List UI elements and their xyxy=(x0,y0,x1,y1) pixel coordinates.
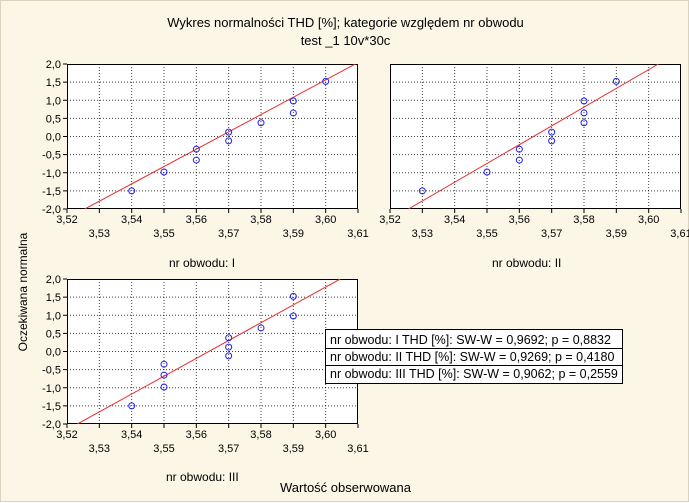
panel-1-xtick-label: 3,56 xyxy=(186,214,207,226)
panel-3-data-point xyxy=(257,324,265,332)
panel-3-xtick-label: 3,56 xyxy=(186,429,207,441)
panel-3-data-point xyxy=(160,383,168,391)
panel-1-data-point xyxy=(225,128,233,136)
stats-line-2: nr obwodu: II THD [%]: SW-W = 0,9269; p … xyxy=(326,348,622,365)
panel-1-ytick-label: 0,5 xyxy=(46,113,61,125)
stats-legend-box: nr obwodu: I THD [%]: SW-W = 0,9692; p =… xyxy=(325,329,623,384)
panel-1-xtick-label: 3,52 xyxy=(56,214,77,226)
panel-3-data-point xyxy=(225,334,233,342)
panel-3-ytick-label: -0,5 xyxy=(42,365,61,377)
panel-2-label: nr obwodu: II xyxy=(492,256,562,270)
panel-3-data-point xyxy=(128,402,136,410)
panel-3-ytick-label: -1,0 xyxy=(42,383,61,395)
panel-3-ytick-label: -2,0 xyxy=(42,419,61,431)
panel-1-xtick-label: 3,58 xyxy=(250,214,271,226)
panel-2-data-point xyxy=(515,156,523,164)
panel-3-ytick-label: 1,5 xyxy=(46,292,61,304)
chart-title: Wykres normalności THD [%]; kategorie wz… xyxy=(167,15,524,30)
panel-2-data-point xyxy=(580,109,588,117)
panel-3-data-point xyxy=(160,360,168,368)
plot-panel-2 xyxy=(390,64,681,209)
panel-2-xtick-label: 3,57 xyxy=(541,228,562,240)
panel-1-xtick-label: 3,60 xyxy=(315,214,336,226)
panel-1-data-point xyxy=(192,145,200,153)
panel-3-ytick-label: 2,0 xyxy=(46,274,61,286)
panel-3-data-point xyxy=(225,352,233,360)
panel-1-ytick-label: 0,0 xyxy=(46,132,61,144)
panel-1-data-point xyxy=(289,97,297,105)
panel-3-xtick-label: 3,54 xyxy=(121,429,142,441)
panel-3-data-point xyxy=(160,371,168,379)
panel-1-ytick-label: -0,5 xyxy=(42,150,61,162)
panel-3-xtick-label: 3,55 xyxy=(153,443,174,455)
panel-1-ytick-label: -1,0 xyxy=(42,168,61,180)
panel-1-label: nr obwodu: I xyxy=(169,256,236,270)
chart-subtitle: test _1 10v*30c xyxy=(300,33,391,48)
panel-2-xtick-label: 3,55 xyxy=(476,228,497,240)
panel-1-data-point xyxy=(289,109,297,117)
panel-2-data-point xyxy=(612,77,620,85)
panel-1-ytick-label: 1,5 xyxy=(46,77,61,89)
panel-2-data-point xyxy=(483,168,491,176)
panel-3-xtick-label: 3,59 xyxy=(283,443,304,455)
panel-3-xtick-label: 3,58 xyxy=(250,429,271,441)
panel-1-ytick-label: 1,0 xyxy=(46,95,61,107)
panel-2-xtick-label: 3,58 xyxy=(573,214,594,226)
panel-1-xtick-label: 3,54 xyxy=(121,214,142,226)
panel-1-xtick-label: 3,59 xyxy=(283,228,304,240)
panel-3-fit-line xyxy=(77,279,341,424)
panel-2-fit-line xyxy=(408,64,659,209)
panel-2-data-point xyxy=(515,145,523,153)
panel-1-xtick-label: 3,55 xyxy=(153,228,174,240)
panel-3-ytick-label: 0,5 xyxy=(46,328,61,340)
panel-1-data-point xyxy=(322,77,330,85)
panel-3-ytick-label: 0,0 xyxy=(46,347,61,359)
panel-1-fit-line xyxy=(84,64,357,209)
panel-1-xtick-label: 3,57 xyxy=(218,228,239,240)
panel-2-data-point xyxy=(548,137,556,145)
panel-2-xtick-label: 3,61 xyxy=(670,228,689,240)
panel-3-ytick-label: -1,5 xyxy=(42,401,61,413)
panel-3-ytick-label: 1,0 xyxy=(46,310,61,322)
panel-2-xtick-label: 3,52 xyxy=(379,214,400,226)
panel-1-data-point xyxy=(225,137,233,145)
x-axis-label: Wartość obserwowana xyxy=(279,480,411,495)
panel-1-xtick-label: 3,53 xyxy=(89,228,110,240)
panel-3-xtick-label: 3,53 xyxy=(89,443,110,455)
panel-2-xtick-label: 3,53 xyxy=(412,228,433,240)
stats-line-1: nr obwodu: I THD [%]: SW-W = 0,9692; p =… xyxy=(330,333,611,347)
y-axis-label: Oczekiwana normalna xyxy=(16,232,30,352)
panel-2-xtick-label: 3,59 xyxy=(606,228,627,240)
panel-2-xtick-label: 3,54 xyxy=(444,214,465,226)
panel-3-data-point xyxy=(289,292,297,300)
panel-3-xtick-label: 3,57 xyxy=(218,443,239,455)
panel-2-xtick-label: 3,56 xyxy=(509,214,530,226)
panel-3-xtick-label: 3,61 xyxy=(347,443,368,455)
panel-1-xtick-label: 3,61 xyxy=(347,228,368,240)
panel-1-data-point xyxy=(128,187,136,195)
stats-line-3: nr obwodu: III THD [%]: SW-W = 0,9062; p… xyxy=(326,365,622,382)
panel-1-data-point xyxy=(192,156,200,164)
panel-3-data-point xyxy=(289,312,297,320)
panel-1-ytick-label: 2,0 xyxy=(46,59,61,71)
panel-1-data-point xyxy=(257,119,265,127)
panel-3-label: nr obwodu: III xyxy=(166,470,239,484)
panel-1-data-point xyxy=(160,168,168,176)
panel-1-ytick-label: -2,0 xyxy=(42,204,61,216)
panel-2-data-point xyxy=(580,97,588,105)
panel-3-data-point xyxy=(225,343,233,351)
panel-2-data-point xyxy=(418,187,426,195)
panel-1-ytick-label: -1,5 xyxy=(42,186,61,198)
panel-3-xtick-label: 3,60 xyxy=(315,429,336,441)
panel-2-xtick-label: 3,60 xyxy=(638,214,659,226)
panel-2-data-point xyxy=(580,119,588,127)
panel-2-data-point xyxy=(548,128,556,136)
panel-3-xtick-label: 3,52 xyxy=(56,429,77,441)
